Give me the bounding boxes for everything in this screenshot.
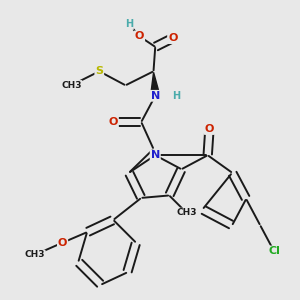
- Text: N: N: [151, 91, 160, 101]
- Text: O: O: [135, 32, 144, 41]
- Text: CH3: CH3: [176, 208, 197, 217]
- Text: O: O: [109, 117, 118, 127]
- Text: Cl: Cl: [268, 246, 280, 256]
- Text: H: H: [172, 91, 180, 101]
- Text: S: S: [95, 66, 103, 76]
- Polygon shape: [151, 72, 159, 94]
- Text: O: O: [205, 124, 214, 134]
- Text: O: O: [168, 33, 177, 43]
- Text: CH3: CH3: [24, 250, 45, 260]
- Text: O: O: [58, 238, 67, 248]
- Text: H: H: [125, 19, 133, 29]
- Text: CH3: CH3: [61, 81, 82, 90]
- Text: N: N: [151, 150, 160, 160]
